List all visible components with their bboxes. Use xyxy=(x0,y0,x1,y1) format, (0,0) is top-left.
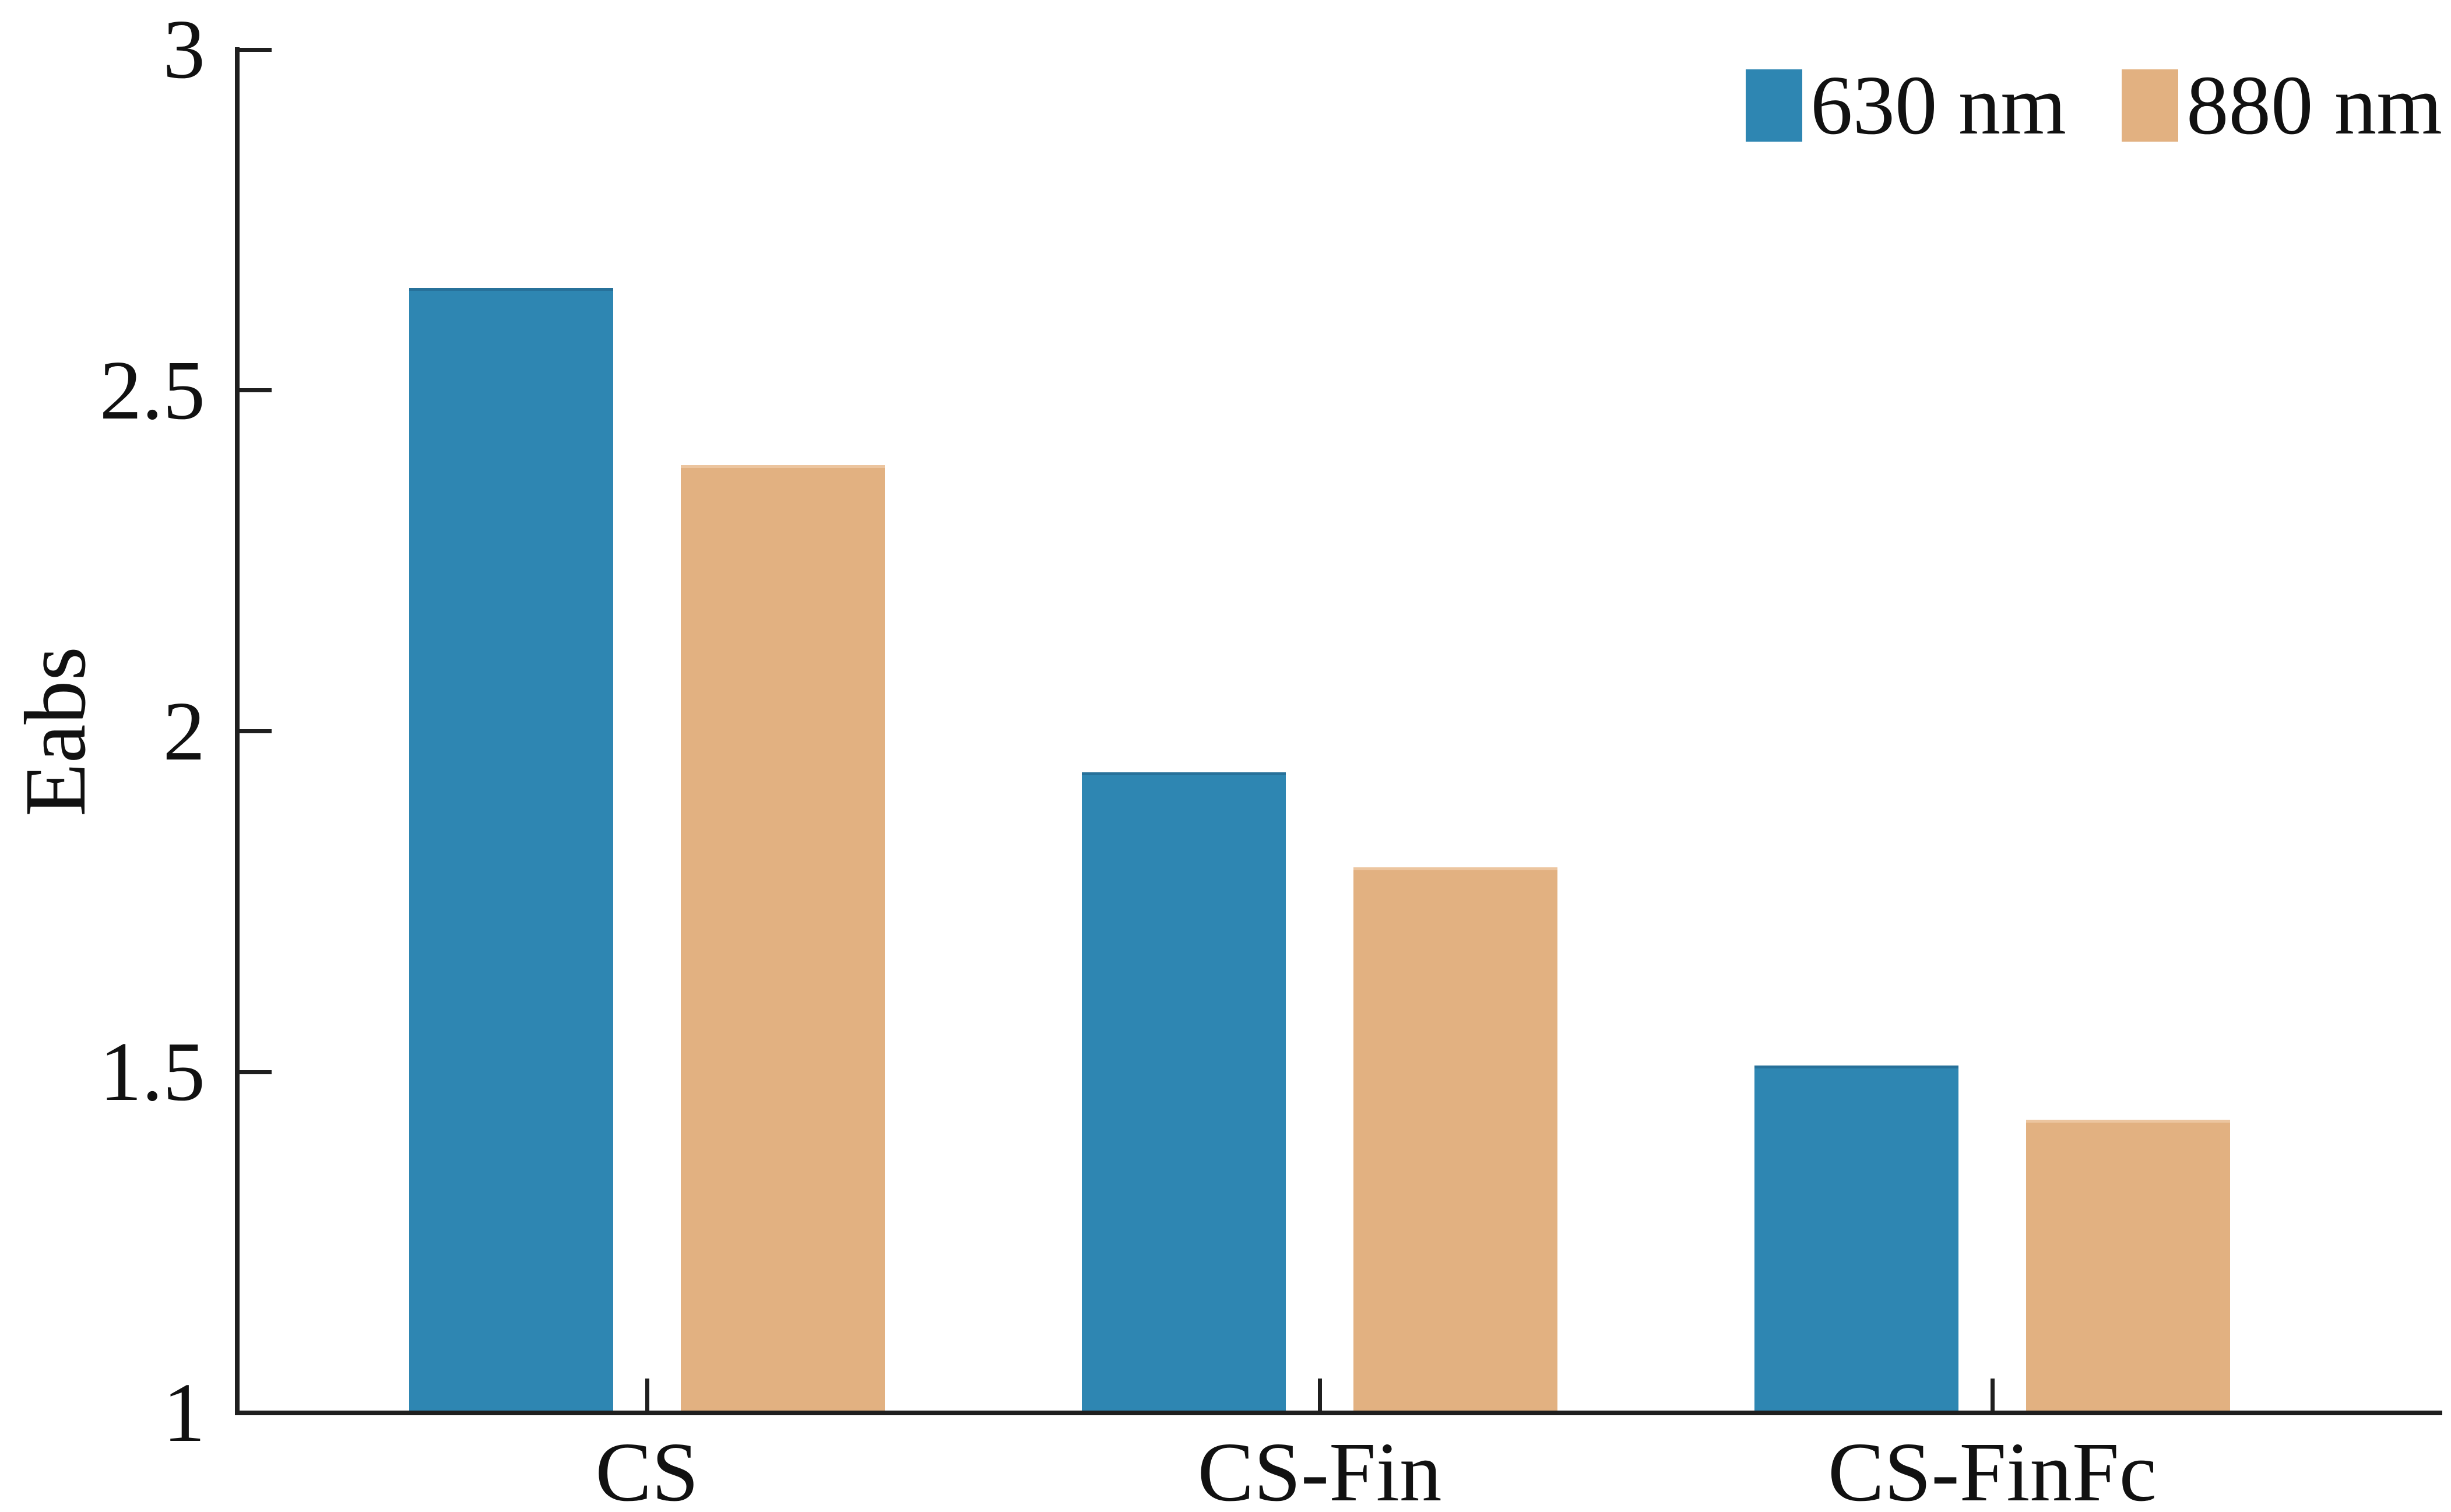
x-axis-line xyxy=(235,1411,2442,1415)
y-tick xyxy=(240,388,272,393)
y-axis-line xyxy=(235,47,240,1415)
y-tick xyxy=(240,729,272,733)
bar-cs-fin-630nm xyxy=(1082,772,1286,1414)
x-tick xyxy=(645,1379,649,1411)
y-tick-label: 1 xyxy=(163,1366,206,1460)
x-tick xyxy=(1317,1379,1322,1411)
legend-swatch-630nm xyxy=(1746,69,1802,142)
y-tick-label: 2 xyxy=(163,684,206,778)
y-tick-label: 1.5 xyxy=(99,1025,205,1119)
x-tick xyxy=(1990,1379,1995,1411)
y-tick xyxy=(240,47,272,52)
bar-cs-630nm xyxy=(409,288,613,1414)
legend-label-630nm: 630 nm xyxy=(1810,58,2067,152)
legend-swatch-880nm xyxy=(2122,69,2178,142)
x-category-label: CS xyxy=(595,1426,699,1512)
bar-cs-fin-880nm xyxy=(1353,867,1557,1414)
bar-cs-finfc-880nm xyxy=(2026,1120,2230,1414)
legend-item-630nm: 630 nm xyxy=(1746,63,2066,147)
y-tick xyxy=(240,1070,272,1074)
bar-cs-880nm xyxy=(681,465,885,1414)
legend-label-880nm: 880 nm xyxy=(2186,58,2443,152)
x-category-label: CS-Fin xyxy=(1197,1426,1442,1512)
y-tick-label: 3 xyxy=(163,3,206,96)
bar-cs-finfc-630nm xyxy=(1754,1065,1958,1414)
x-category-label: CS-FinFc xyxy=(1827,1426,2157,1512)
legend-item-880nm: 880 nm xyxy=(2122,63,2442,147)
y-tick-label: 2.5 xyxy=(99,343,205,437)
